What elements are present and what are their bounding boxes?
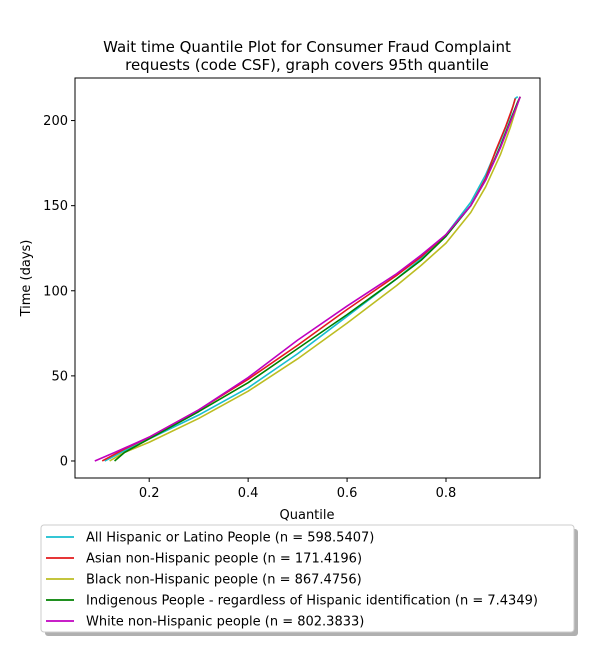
x-tick-label: 0.6 xyxy=(337,486,358,501)
y-axis: 0 50 100 150 200 xyxy=(43,114,75,469)
y-tick-label: 200 xyxy=(43,114,68,129)
y-tick-label: 50 xyxy=(51,369,68,384)
legend-label-3: Black non-Hispanic people (n = 867.4756) xyxy=(86,573,362,588)
y-tick-label: 150 xyxy=(43,199,68,214)
legend-label-1: All Hispanic or Latino People (n = 598.5… xyxy=(86,531,374,546)
legend-entries: All Hispanic or Latino People (n = 598.5… xyxy=(46,531,538,630)
series-line-3 xyxy=(109,96,521,462)
plot-frame xyxy=(74,77,541,479)
legend-box xyxy=(40,524,575,633)
legend: All Hispanic or Latino People (n = 598.5… xyxy=(40,524,578,636)
y-tick-label: 100 xyxy=(43,284,68,299)
y-axis-label: Time (days) xyxy=(19,240,34,318)
legend-label-4: Indigenous People - regardless of Hispan… xyxy=(86,594,538,609)
x-axis: 0.2 0.4 0.6 0.8 xyxy=(139,478,456,501)
series-layer xyxy=(94,96,521,462)
series-line-2 xyxy=(101,98,517,462)
x-tick-label: 0.4 xyxy=(238,486,259,501)
series-line-4 xyxy=(114,96,521,462)
legend-label-5: White non-Hispanic people (n = 802.3833) xyxy=(86,615,364,630)
x-tick-label: 0.2 xyxy=(139,486,160,501)
chart-title-line-2: requests (code CSF), graph covers 95th q… xyxy=(125,56,489,74)
series-line-1 xyxy=(104,96,519,462)
series-line-5 xyxy=(94,96,521,462)
chart-title-line-1: Wait time Quantile Plot for Consumer Fra… xyxy=(103,38,511,56)
x-tick-label: 0.8 xyxy=(436,486,457,501)
x-axis-label: Quantile xyxy=(280,508,335,523)
legend-label-2: Asian non-Hispanic people (n = 171.4196) xyxy=(86,552,362,567)
y-tick-label: 0 xyxy=(60,454,68,469)
